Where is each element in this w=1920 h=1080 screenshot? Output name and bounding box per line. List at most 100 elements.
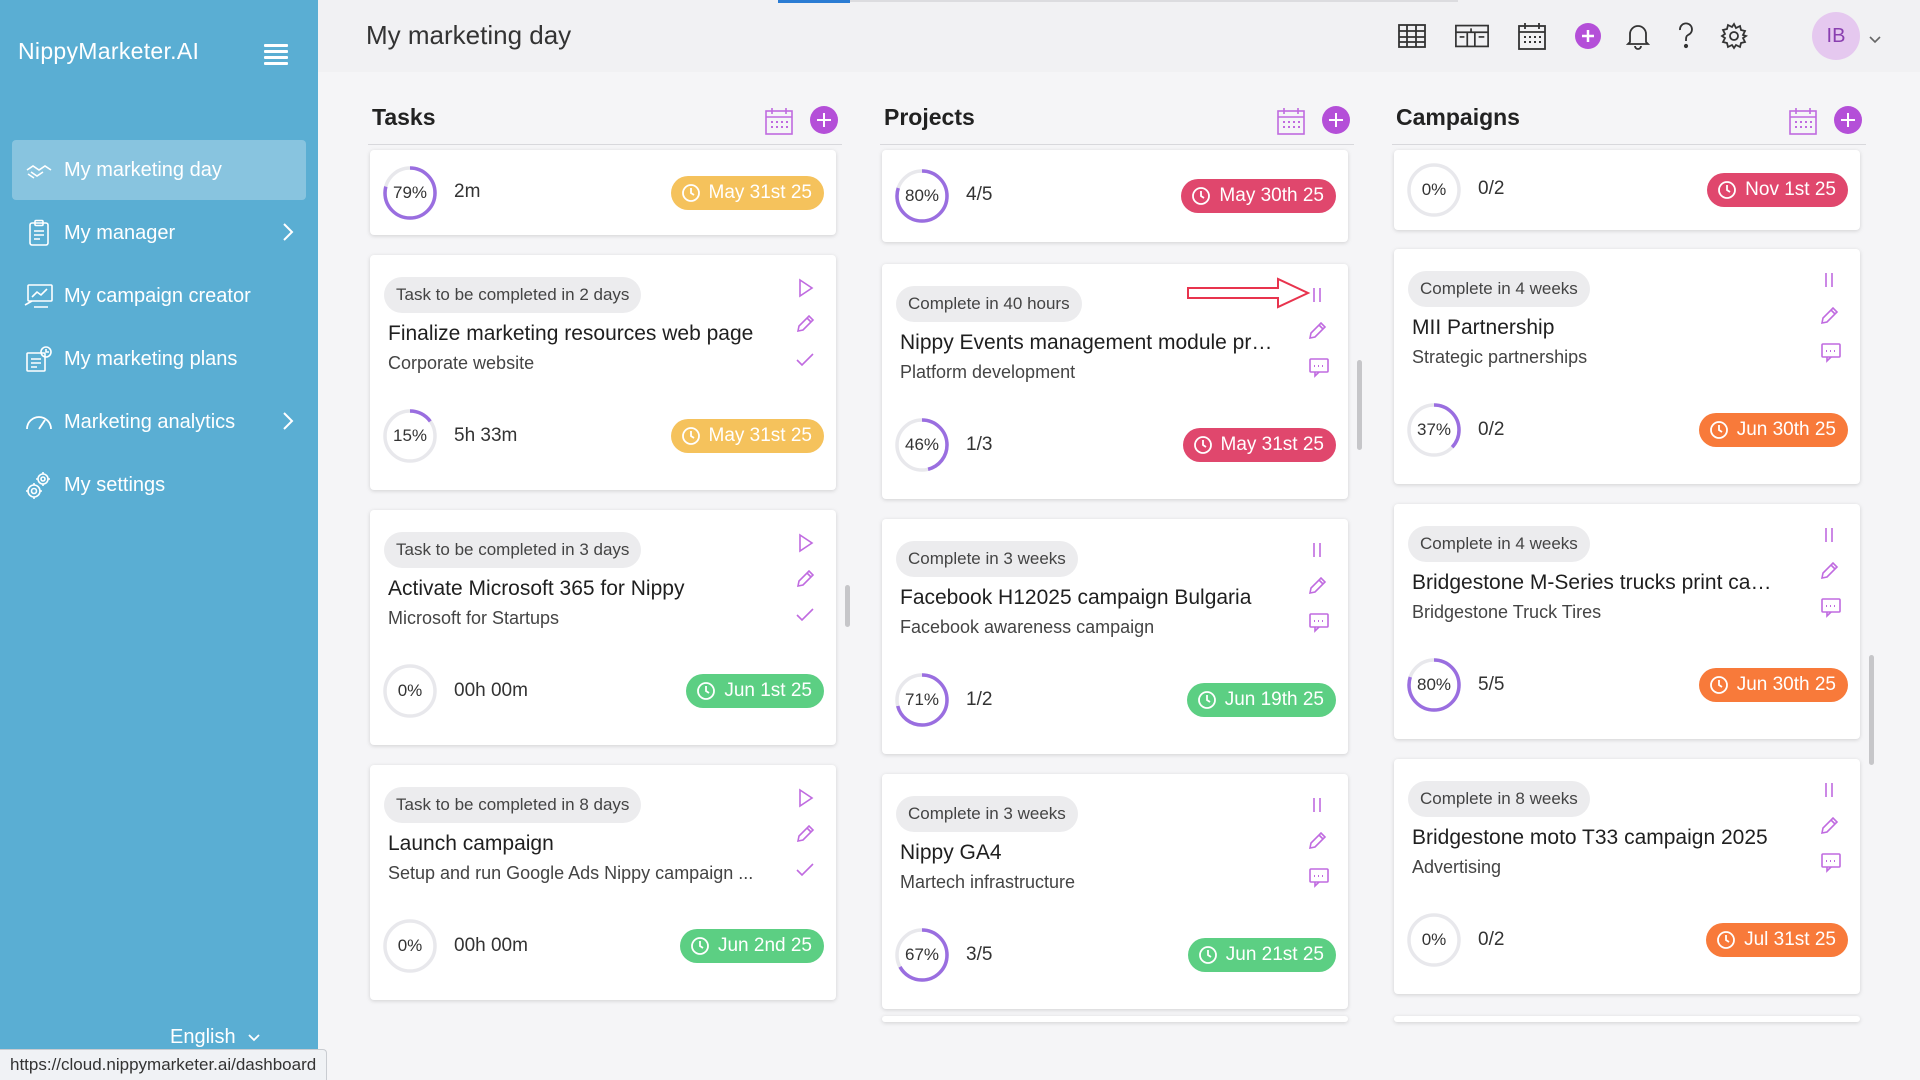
due-date-badge[interactable]: Jun 30th 25: [1698, 668, 1848, 702]
task-card[interactable]: Task to be completed in 8 days Launch cam…: [370, 765, 836, 1000]
card-subtitle: Microsoft for Startups: [388, 608, 560, 628]
status-chip: Complete in 3 weeks: [896, 796, 1078, 832]
card-title[interactable]: MII Partnership: [1412, 316, 1555, 339]
pause-icon[interactable]: [1816, 267, 1842, 293]
due-date-badge[interactable]: Jun 21st 25: [1187, 938, 1336, 972]
check-icon[interactable]: [792, 602, 818, 628]
edit-icon[interactable]: [1304, 573, 1330, 599]
due-date-text: Jun 2nd 25: [717, 935, 812, 956]
due-date-badge[interactable]: Jun 1st 25: [686, 674, 824, 708]
comment-icon[interactable]: [1818, 339, 1844, 365]
calendar-icon[interactable]: [1788, 106, 1818, 136]
due-date-badge[interactable]: May 31st 25: [1182, 428, 1336, 462]
sidebar-item-my-settings[interactable]: My settings: [12, 455, 306, 515]
progress-percent: 15%: [392, 426, 428, 445]
due-date-badge[interactable]: May 30th 25: [1181, 179, 1336, 213]
due-date-text: Jun 30th 25: [1736, 674, 1836, 695]
play-icon[interactable]: [792, 785, 818, 811]
due-date-badge[interactable]: Jun 19th 25: [1186, 683, 1336, 717]
sidebar-item-label: My settings: [64, 473, 166, 496]
table-view-icon[interactable]: [1394, 18, 1430, 54]
edit-icon[interactable]: [1304, 828, 1330, 854]
sidebar-item-my-manager[interactable]: My manager: [12, 203, 306, 263]
sidebar-item-my-campaign-creator[interactable]: My campaign creator: [12, 266, 306, 326]
due-date-badge[interactable]: Jul 31st 25: [1706, 923, 1848, 957]
add-task-button[interactable]: [810, 106, 838, 134]
task-card[interactable]: Task to be completed in 3 days Activate M…: [370, 510, 836, 745]
add-icon[interactable]: [1570, 18, 1606, 54]
campaign-card[interactable]: Complete in 4 weeks MII Partnership Strate…: [1394, 249, 1860, 484]
edit-icon[interactable]: [1816, 303, 1842, 329]
add-project-button[interactable]: [1322, 106, 1350, 134]
sidebar-item-my-marketing-day[interactable]: My marketing day: [12, 140, 306, 200]
due-date-badge[interactable]: Jun 2nd 25: [679, 929, 824, 963]
project-card[interactable]: Complete in 3 weeks Facebook H12025 campa…: [882, 519, 1348, 754]
due-date-badge[interactable]: Jun 30th 25: [1698, 413, 1848, 447]
card-metric: 00h 00m: [454, 935, 528, 956]
project-card[interactable]: 80% 4/5 May 30th 25: [882, 150, 1348, 242]
pause-icon[interactable]: [1304, 282, 1330, 308]
card-title[interactable]: Nippy GA4: [900, 841, 1002, 864]
sidebar-item-label: Marketing analytics: [64, 410, 236, 433]
pause-icon[interactable]: [1816, 777, 1842, 803]
comment-icon[interactable]: [1306, 609, 1332, 635]
card-title[interactable]: Nippy Events management module pro...: [900, 331, 1276, 354]
play-icon[interactable]: [792, 530, 818, 556]
calendar-icon[interactable]: [1514, 18, 1550, 54]
bell-icon[interactable]: [1620, 18, 1656, 54]
sidebar-item-marketing-analytics[interactable]: Marketing analytics: [12, 392, 306, 452]
due-date-badge[interactable]: May 31st 25: [670, 175, 824, 210]
progress-percent: 0%: [1421, 180, 1447, 199]
chevron-down-icon[interactable]: [1868, 32, 1882, 50]
due-date-badge[interactable]: Nov 1st 25: [1707, 173, 1848, 207]
edit-icon[interactable]: [1816, 558, 1842, 584]
comment-icon[interactable]: [1306, 354, 1332, 380]
calendar-icon[interactable]: [1276, 106, 1306, 136]
comment-icon[interactable]: [1818, 849, 1844, 875]
task-card[interactable]: 79% 2m May 31st 25: [370, 150, 836, 235]
board-view-icon[interactable]: [1454, 18, 1490, 54]
add-campaign-button[interactable]: [1834, 106, 1862, 134]
play-icon[interactable]: [792, 275, 818, 301]
edit-icon[interactable]: [792, 821, 818, 847]
edit-icon[interactable]: [792, 566, 818, 592]
card-title[interactable]: Launch campaign: [388, 832, 554, 855]
divider: [368, 144, 842, 145]
settings-icon[interactable]: [1716, 18, 1752, 54]
edit-icon[interactable]: [1304, 318, 1330, 344]
progress-ring: 15%: [382, 408, 438, 464]
card-title[interactable]: Bridgestone M-Series trucks print camp..…: [1412, 571, 1788, 594]
check-icon[interactable]: [792, 857, 818, 883]
hamburger-menu-icon[interactable]: [264, 44, 288, 65]
campaign-card[interactable]: Complete in 4 weeks Bridgestone M-Series …: [1394, 504, 1860, 739]
card-title[interactable]: Facebook H12025 campaign Bulgaria: [900, 586, 1252, 609]
pause-icon[interactable]: [1304, 537, 1330, 563]
due-date-badge[interactable]: May 31st 25: [670, 419, 824, 453]
card-title[interactable]: Bridgestone moto T33 campaign 2025: [1412, 826, 1768, 849]
card-title[interactable]: Activate Microsoft 365 for Nippy: [388, 577, 685, 600]
edit-icon[interactable]: [1816, 813, 1842, 839]
project-card[interactable]: Complete in 3 weeks Nippy GA4 Martech infr…: [882, 774, 1348, 1009]
campaign-card[interactable]: Complete in 8 weeks Bridgestone moto T33 …: [1394, 759, 1860, 994]
edit-icon[interactable]: [792, 311, 818, 337]
user-avatar[interactable]: IB: [1812, 12, 1860, 60]
project-card[interactable]: Complete in 40 hours Nippy Events managem…: [882, 264, 1348, 499]
pause-icon[interactable]: [1816, 522, 1842, 548]
progress-percent: 0%: [397, 936, 423, 955]
campaigns-scrollbar[interactable]: [1869, 655, 1874, 765]
task-card[interactable]: Task to be completed in 2 days Finalize m…: [370, 255, 836, 490]
pause-icon[interactable]: [1304, 792, 1330, 818]
comment-icon[interactable]: [1306, 864, 1332, 890]
card-title[interactable]: Finalize marketing resources web page: [388, 322, 754, 345]
check-icon[interactable]: [792, 347, 818, 373]
due-date-text: May 31st 25: [708, 181, 813, 203]
calendar-icon[interactable]: [764, 106, 794, 136]
projects-scrollbar[interactable]: [1357, 360, 1362, 450]
campaign-card[interactable]: 0% 0/2 Nov 1st 25: [1394, 150, 1860, 230]
language-selector[interactable]: English: [170, 1026, 261, 1049]
help-icon[interactable]: [1668, 18, 1704, 54]
brand-logo[interactable]: NippyMarketer.AI: [18, 38, 200, 64]
tasks-scrollbar[interactable]: [845, 585, 850, 627]
comment-icon[interactable]: [1818, 594, 1844, 620]
sidebar-item-my-marketing-plans[interactable]: My marketing plans: [12, 329, 306, 389]
